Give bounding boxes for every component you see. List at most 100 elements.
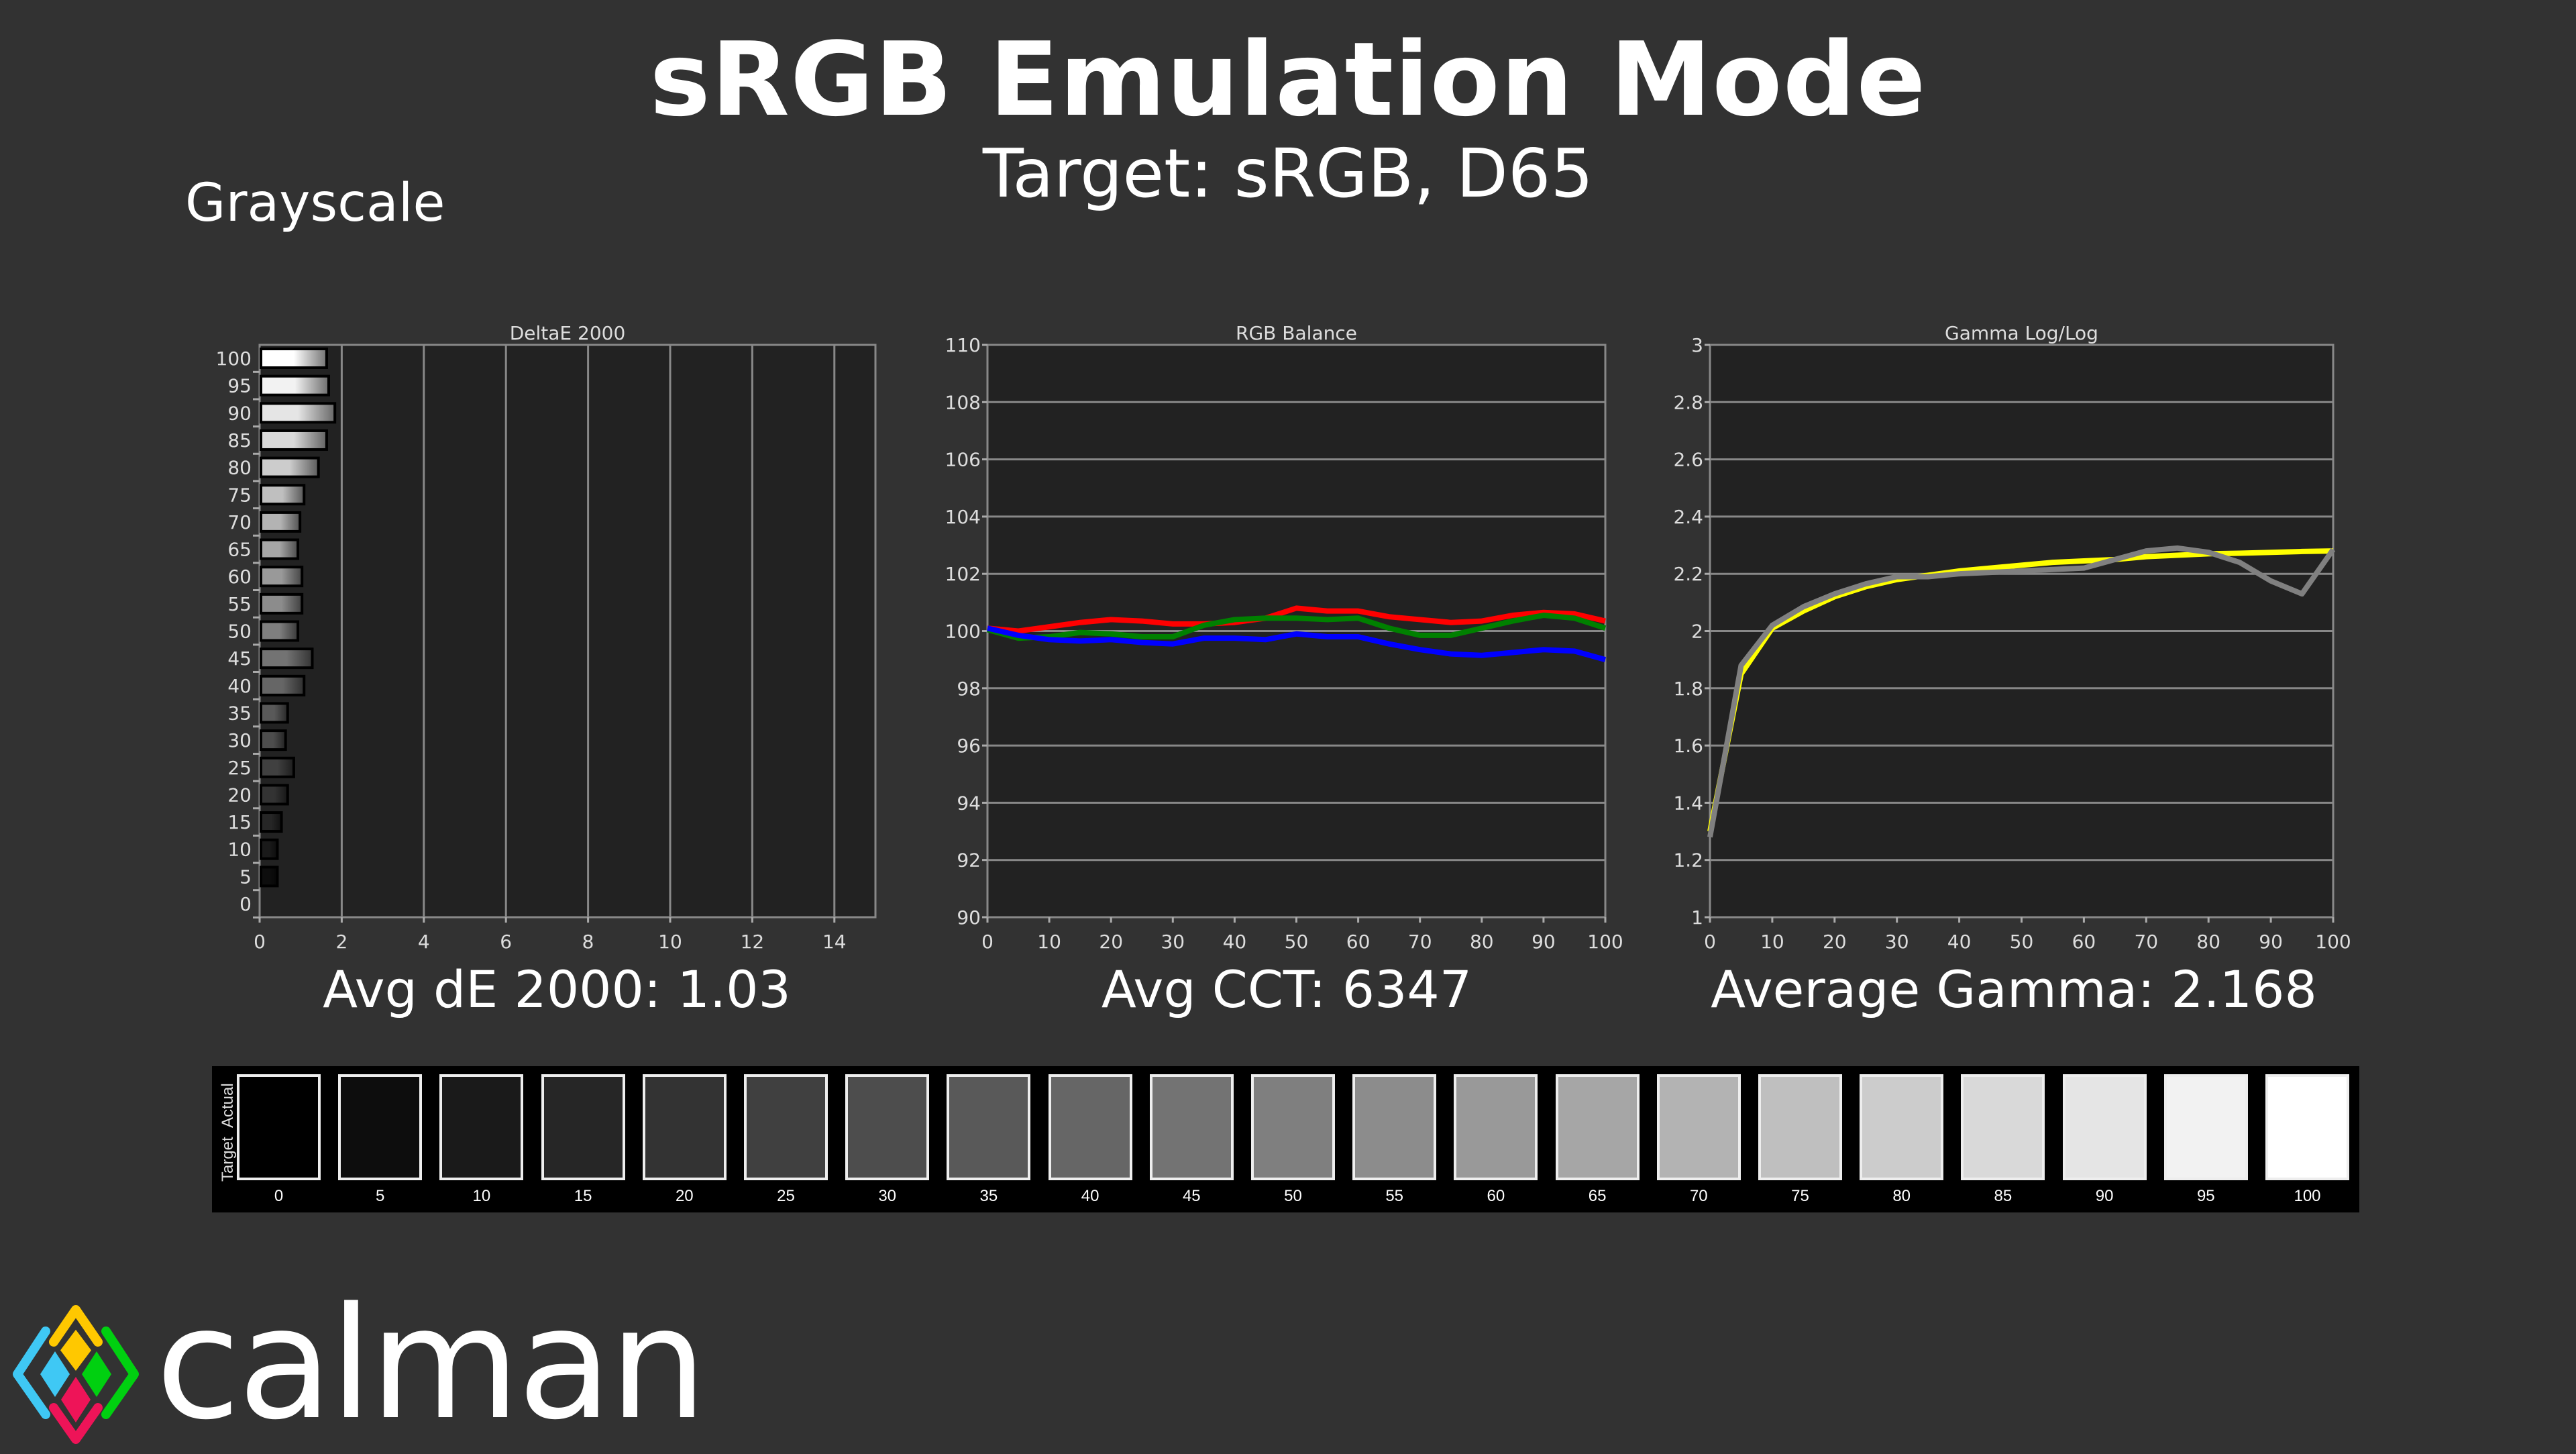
grayscale-swatch (237, 1074, 321, 1180)
x-tick-label: 70 (2134, 931, 2158, 953)
grayscale-swatch (1758, 1074, 1842, 1180)
target-row-label: Target (219, 1137, 237, 1182)
grayscale-swatch (2163, 1074, 2248, 1180)
y-tick-label: 102 (945, 563, 981, 585)
delta-e-bar (260, 838, 279, 860)
swatch-label: 5 (376, 1187, 385, 1205)
grayscale-swatch (338, 1074, 423, 1180)
y-tick-label: 2.4 (1673, 506, 1703, 528)
y-tick-label: 55 (227, 593, 252, 615)
x-tick-label: 30 (1885, 931, 1909, 953)
delta-e-bar (260, 702, 289, 724)
swatch-label: 70 (1689, 1187, 1708, 1205)
actual-row-label: Actual (219, 1083, 237, 1128)
y-tick-label: 30 (227, 729, 252, 751)
x-tick-label: 6 (500, 931, 512, 953)
grayscale-swatch (1555, 1074, 1640, 1180)
y-tick-label: 90 (957, 906, 981, 929)
swatch-label: 55 (1385, 1187, 1404, 1205)
x-tick-label: 80 (2196, 931, 2220, 953)
x-tick-label: 4 (418, 931, 430, 953)
delta-e-bar (260, 784, 289, 806)
y-tick-label: 2.2 (1673, 563, 1703, 585)
swatch-label: 85 (1994, 1187, 2012, 1205)
delta-e-bar (260, 402, 337, 424)
avg-gamma: Average Gamma: 2.168 (1711, 959, 2317, 1019)
y-tick-label: 92 (957, 849, 981, 872)
y-tick-label: 85 (227, 429, 252, 452)
x-tick-label: 70 (1408, 931, 1432, 953)
page-subtitle: Target: sRGB, D65 (982, 134, 1594, 213)
delta-e-bar (260, 538, 300, 560)
y-tick-label: 2.8 (1673, 391, 1703, 413)
grayscale-swatch (1454, 1074, 1538, 1180)
y-tick-label: 1 (1691, 906, 1703, 929)
x-tick-label: 10 (1037, 931, 1061, 953)
x-tick-label: 60 (2072, 931, 2096, 953)
delta-e-bar (260, 729, 287, 751)
chart-title: Gamma Log/Log (1945, 322, 2098, 344)
y-tick-label: 95 (227, 375, 252, 397)
swatch-label: 30 (878, 1187, 897, 1205)
x-tick-label: 80 (1470, 931, 1494, 953)
y-tick-label: 35 (227, 702, 252, 724)
delta-e-bar (260, 348, 328, 369)
grayscale-swatch (744, 1074, 828, 1180)
grayscale-swatch (439, 1074, 524, 1180)
grayscale-swatch (642, 1074, 727, 1180)
section-label: Grayscale (185, 173, 445, 233)
y-tick-label: 75 (227, 484, 252, 506)
x-tick-label: 100 (1587, 931, 1623, 953)
swatch-label: 45 (1182, 1187, 1201, 1205)
swatch-label: 10 (472, 1187, 491, 1205)
y-tick-label: 1.8 (1673, 678, 1703, 700)
delta-e-bar (260, 674, 306, 696)
grayscale-swatch (2062, 1074, 2147, 1180)
y-tick-label: 5 (239, 866, 252, 888)
y-tick-label: 100 (216, 348, 252, 370)
calman-logo-text: calman (156, 1275, 707, 1454)
grayscale-swatch (1251, 1074, 1335, 1180)
y-tick-label: 108 (945, 391, 981, 413)
grayscale-swatch (2265, 1074, 2349, 1180)
x-tick-label: 0 (254, 931, 266, 953)
y-tick-label: 65 (227, 539, 252, 561)
x-tick-label: 8 (582, 931, 594, 953)
delta-e-bar (260, 511, 302, 533)
swatch-label: 100 (2294, 1187, 2321, 1205)
swatch-label: 0 (274, 1187, 284, 1205)
x-tick-label: 10 (1760, 931, 1784, 953)
y-tick-label: 106 (945, 449, 981, 471)
grayscale-swatch (1149, 1074, 1234, 1180)
swatch-label: 65 (1588, 1187, 1607, 1205)
y-tick-label: 10 (227, 839, 252, 861)
y-tick-label: 50 (227, 621, 252, 643)
x-tick-label: 14 (822, 931, 847, 953)
y-tick-label: 2 (1691, 621, 1703, 643)
delta-e-bar (260, 620, 300, 642)
grayscale-swatch (947, 1074, 1031, 1180)
x-tick-label: 40 (1223, 931, 1247, 953)
y-tick-label: 20 (227, 784, 252, 806)
grayscale-swatch-strip: Actual Target 0 5 10 15 20 25 30 35 40 45 50 55 60 65… (212, 1066, 2359, 1212)
grayscale-swatch (1352, 1074, 1437, 1180)
swatch-label: 50 (1284, 1187, 1302, 1205)
series-line-green (986, 613, 1607, 641)
calman-logo-icon (13, 1305, 139, 1444)
series-line-red (987, 605, 1606, 634)
y-tick-label: 80 (227, 457, 252, 479)
y-tick-label: 25 (227, 757, 252, 779)
delta-e-bar (260, 456, 320, 478)
swatch-label: 20 (675, 1187, 694, 1205)
y-tick-label: 60 (227, 566, 252, 588)
y-tick-label: 40 (227, 675, 252, 697)
avg-cct: Avg CCT: 6347 (1101, 959, 1472, 1019)
delta-e-bar (260, 756, 295, 778)
y-tick-label: 1.4 (1673, 792, 1703, 814)
grayscale-swatch (1961, 1074, 2045, 1180)
swatch-label: 95 (2196, 1187, 2215, 1205)
x-tick-label: 10 (658, 931, 682, 953)
y-tick-label: 96 (957, 735, 981, 757)
x-tick-label: 20 (1099, 931, 1123, 953)
